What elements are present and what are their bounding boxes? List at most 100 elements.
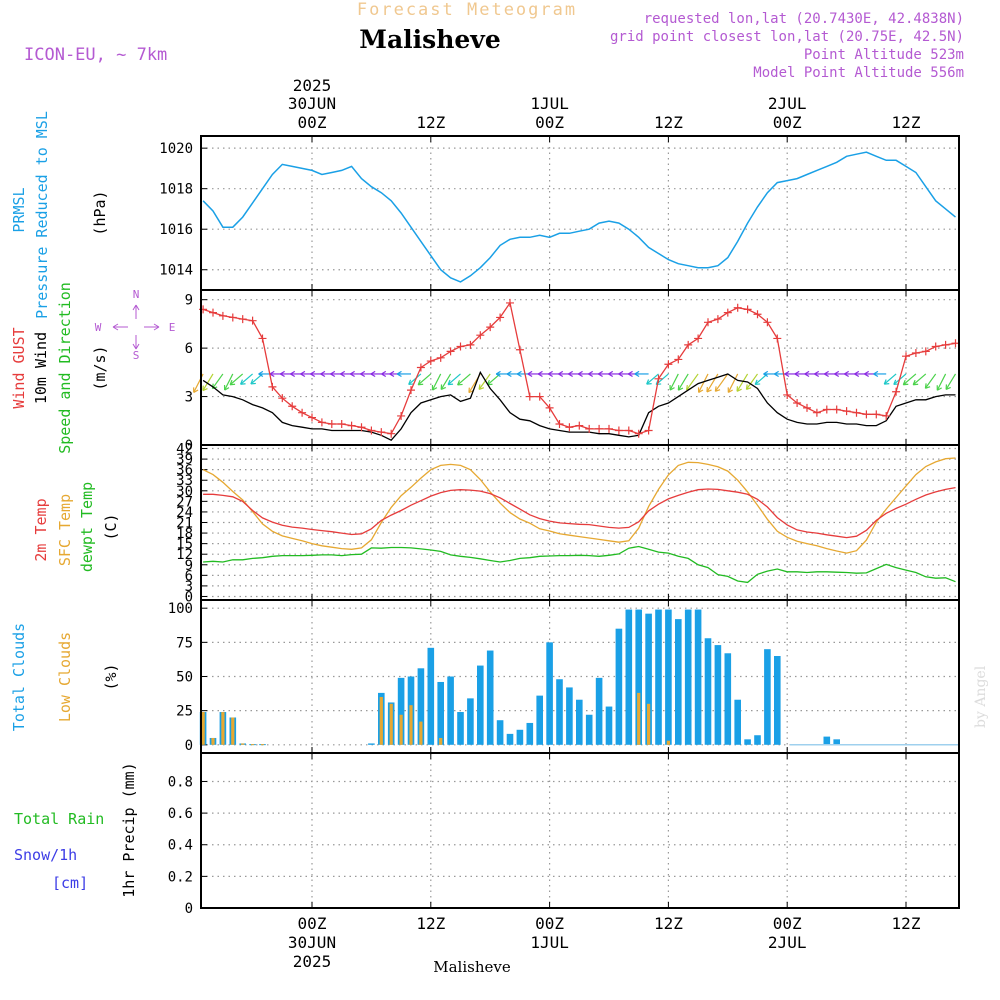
wind-gust-marker xyxy=(941,340,950,349)
total-cloud-bar xyxy=(437,681,444,745)
wind-arrow-head xyxy=(269,370,275,375)
wind-direction-arrow xyxy=(478,373,491,390)
low-clouds-label: Low Clouds xyxy=(56,632,74,722)
wind-gust-marker xyxy=(278,394,287,403)
pressure-panel: 1014 1016 1018 1020 xyxy=(159,136,959,290)
low-cloud-bar xyxy=(251,744,255,746)
wind-arrow-head xyxy=(290,370,296,375)
wind-arrow-head xyxy=(937,387,942,391)
wind-gust-marker xyxy=(684,340,693,349)
wind-gust-marker xyxy=(674,355,683,364)
total-cloud-bar xyxy=(694,609,702,745)
wind-arrow-head xyxy=(300,373,306,378)
wind-gust-marker xyxy=(317,418,326,427)
wind-gust-marker xyxy=(545,403,554,412)
y-tick-label: 0 xyxy=(185,589,193,605)
total-cloud-bar xyxy=(536,695,543,745)
total-cloud-bar xyxy=(477,665,484,745)
wind-arrow-head xyxy=(370,370,376,375)
wind-arrow-head xyxy=(834,370,840,375)
wind-arrow-head xyxy=(784,370,790,375)
y-tick-label: 25 xyxy=(176,704,193,720)
low-cloud-bar xyxy=(260,744,265,746)
top-time-label: 12Z xyxy=(416,113,445,132)
low-cloud-bar xyxy=(647,703,651,745)
2m-temp-line xyxy=(203,486,956,539)
wind-arrow-head xyxy=(844,370,849,375)
wind-arrow-head xyxy=(250,379,254,385)
wind-arrow-head xyxy=(873,370,879,375)
total-cloud-bar xyxy=(397,677,405,745)
wind-arrow-head xyxy=(258,373,264,378)
wind-arrow-head xyxy=(588,370,594,375)
top-time-label: 00Z xyxy=(535,113,564,132)
wind-arrow-head xyxy=(883,379,887,385)
wind-arrow-head xyxy=(548,370,553,375)
wind-gust-line xyxy=(202,301,956,435)
wind-arrow-head xyxy=(389,370,395,375)
wind-gust-marker xyxy=(337,420,346,429)
wind-gust-marker xyxy=(842,407,851,416)
y-tick-label: 100 xyxy=(168,601,193,617)
info-line: requested lon,lat (20.7430E, 42.4838N) xyxy=(644,11,964,27)
total-cloud-bar xyxy=(467,698,474,745)
wind-arrow-head xyxy=(193,389,199,393)
wind-gust-marker xyxy=(644,426,653,435)
wind-arrow-head xyxy=(804,370,810,375)
wind-arrow-head xyxy=(912,379,916,386)
wind-arrow-head xyxy=(706,389,712,393)
wind-gust-marker xyxy=(248,316,257,325)
wind-gust-marker xyxy=(525,392,534,401)
total-cloud-bar xyxy=(714,645,722,745)
wind-direction-arrow xyxy=(736,373,749,392)
wind-arrow-head xyxy=(350,370,355,375)
total-cloud-bar xyxy=(744,739,751,745)
wind-gust-marker xyxy=(852,408,861,417)
bottom-time-label: 12Z xyxy=(892,914,921,933)
snow-label: Snow/1h xyxy=(14,846,77,864)
total-cloud-bar xyxy=(427,647,435,745)
precip-frame xyxy=(200,752,960,909)
wind-label: 10m Wind xyxy=(32,332,50,404)
y-tick-label: 6 xyxy=(185,341,193,357)
wind-direction-arrow xyxy=(447,373,461,386)
y-tick-label: 0 xyxy=(185,438,193,454)
low-cloud-bar xyxy=(666,740,670,745)
wind-arrow-head xyxy=(389,373,395,378)
wind-unit-label: (m/s) xyxy=(91,345,109,390)
wind-arrow-head xyxy=(669,387,675,391)
wind-gust-marker xyxy=(664,360,673,369)
wind-gust-marker xyxy=(753,310,762,319)
total-cloud-bar xyxy=(585,714,593,745)
total-clouds-label: Total Clouds xyxy=(10,623,28,731)
wind-gust-marker xyxy=(634,429,643,438)
wind-gust-marker xyxy=(704,318,712,327)
wind-gust-marker xyxy=(258,334,267,343)
wind-compass: N S W E xyxy=(95,288,176,362)
wind-arrow-head xyxy=(440,386,447,391)
wind-gust-marker xyxy=(476,331,485,340)
wind-arrow-head xyxy=(558,370,564,375)
wind-arrow-head xyxy=(516,370,522,375)
total-cloud-bar xyxy=(506,733,514,745)
total-cloud-bar xyxy=(526,722,534,745)
wind-arrow-head xyxy=(893,379,897,385)
low-cloud-bar xyxy=(201,712,205,745)
wind-arrow-head xyxy=(598,370,603,375)
wind-arrow-head xyxy=(537,373,543,378)
wind-gust-marker xyxy=(407,386,415,395)
wind-gust-marker xyxy=(614,426,623,435)
wind-gust-marker xyxy=(812,408,821,417)
bottom-time-label: 00Z xyxy=(298,914,327,933)
total-cloud-bar xyxy=(496,720,504,745)
temp-unit-label: (C) xyxy=(102,513,120,540)
bottom-time-label: 2025 xyxy=(293,952,332,971)
wind-arrow-head xyxy=(924,383,927,389)
total-cloud-bar xyxy=(566,687,573,745)
low-cloud-bar xyxy=(379,696,383,745)
total-cloud-bar xyxy=(546,642,553,745)
wind-direction-arrow xyxy=(714,373,729,392)
wind-gust-marker xyxy=(288,402,297,411)
wind-gust-marker xyxy=(892,387,901,396)
